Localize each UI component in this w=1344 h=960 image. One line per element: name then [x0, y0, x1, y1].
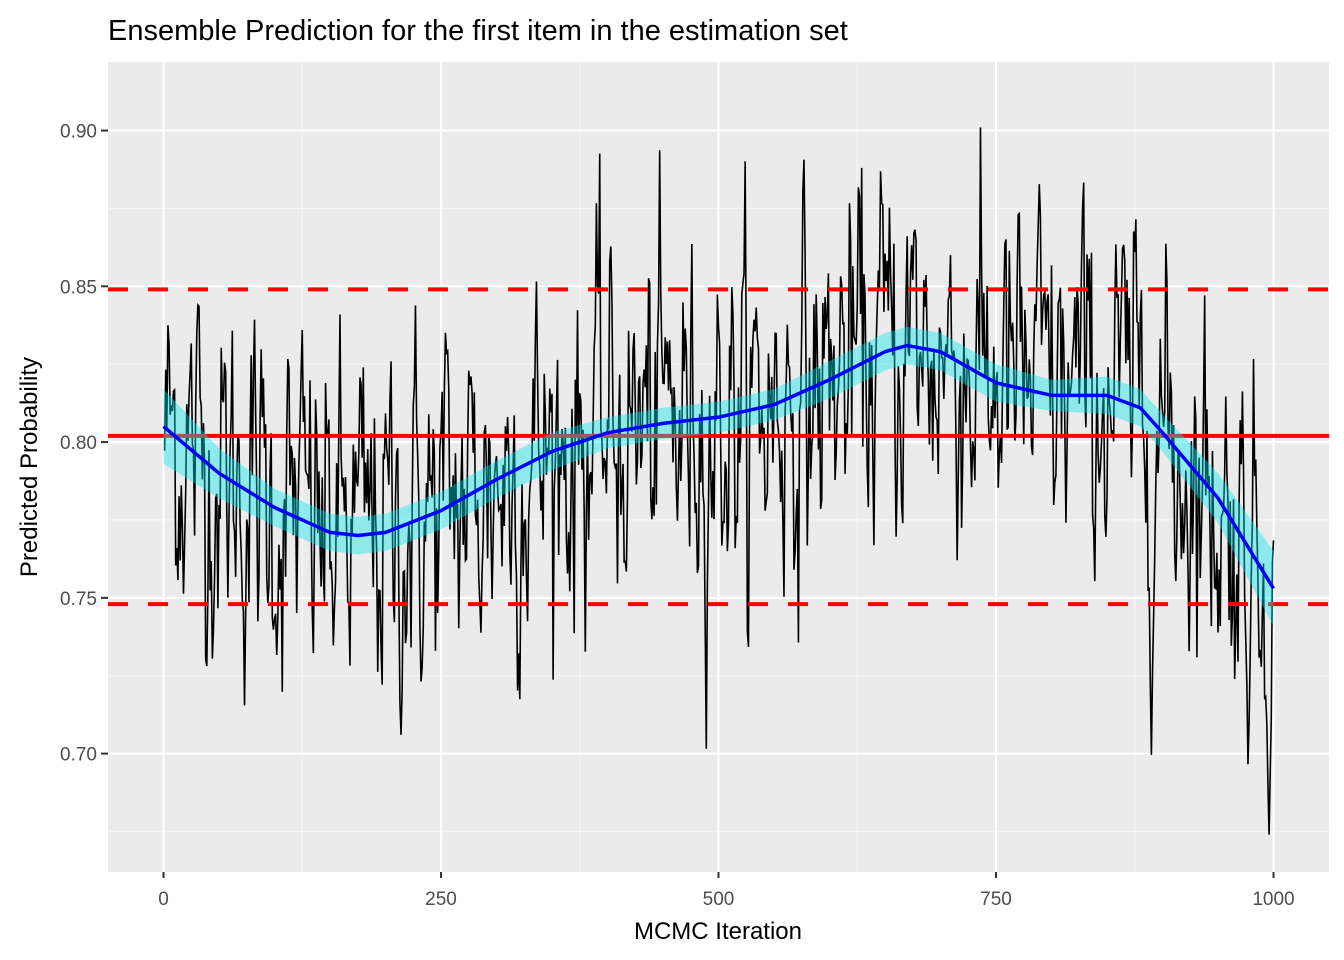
x-tick-label: 0 — [158, 889, 169, 910]
y-tick-label: 0.75 — [60, 589, 97, 610]
confidence-ribbon — [163, 326, 1274, 626]
x-axis-title: MCMC Iteration — [634, 918, 802, 945]
x-tick-label: 750 — [980, 889, 1012, 910]
y-axis: 0.70 0.75 0.80 0.85 0.90 — [60, 122, 108, 766]
x-tick-label: 250 — [425, 889, 457, 910]
y-tick-label: 0.90 — [60, 122, 97, 143]
y-axis-title: Predicted Probability — [16, 357, 43, 577]
reference-lines — [108, 287, 1329, 607]
y-tick-label: 0.70 — [60, 745, 97, 766]
y-tick-label: 0.85 — [60, 277, 97, 298]
y-tick-label: 0.80 — [60, 433, 97, 454]
trace-series — [163, 127, 1275, 835]
x-axis: 0 250 500 750 1000 — [158, 872, 1295, 910]
chart-title: Ensemble Prediction for the first item i… — [108, 15, 848, 47]
smooth-line — [162, 343, 1275, 590]
trace-line — [163, 127, 1275, 835]
smooth-series — [162, 326, 1275, 626]
x-tick-label: 1000 — [1252, 889, 1294, 910]
x-tick-label: 500 — [703, 889, 735, 910]
